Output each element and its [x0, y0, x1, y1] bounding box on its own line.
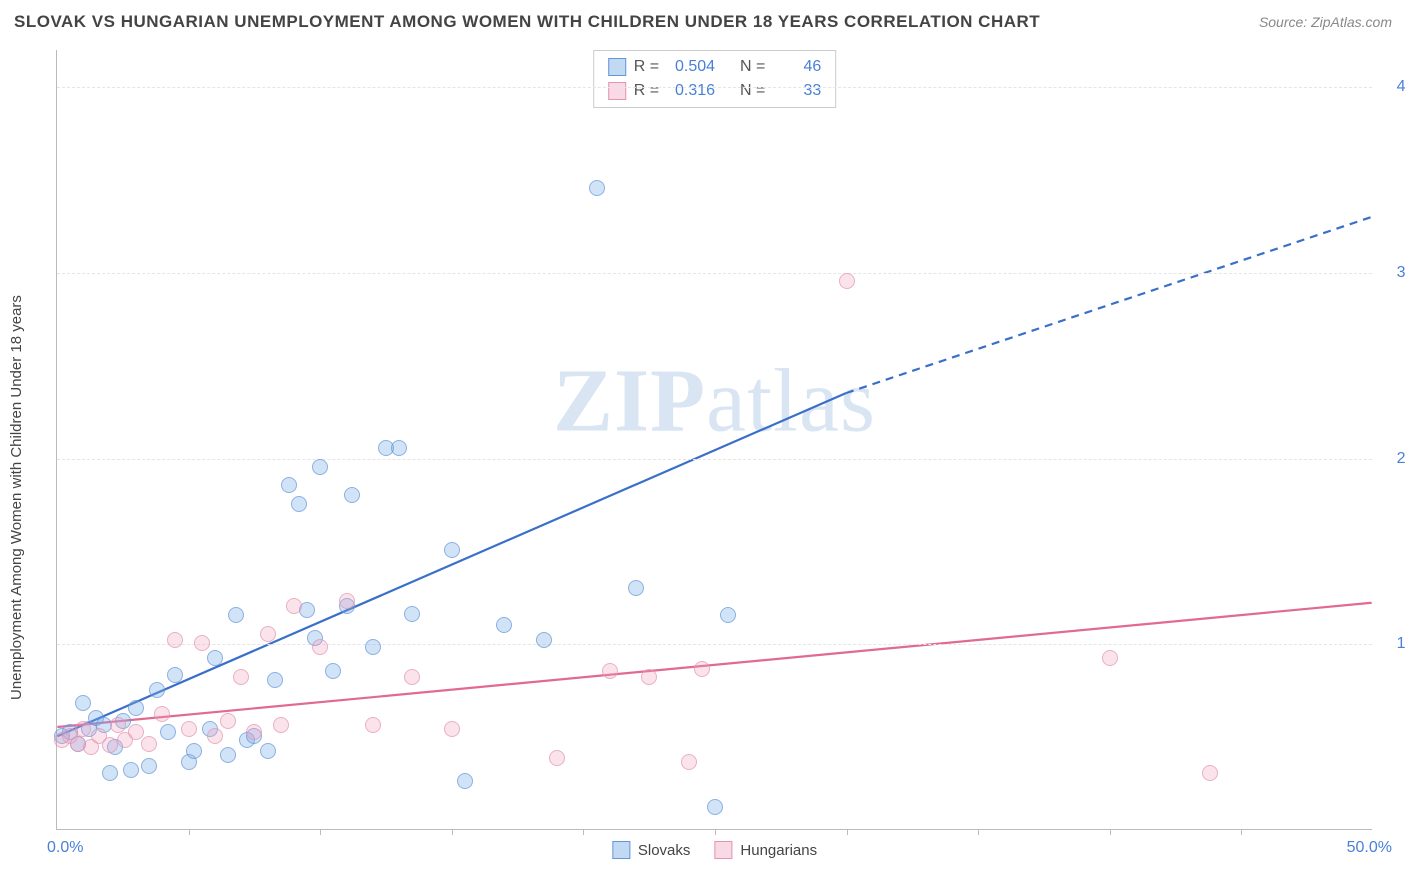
data-point: [496, 617, 512, 633]
data-point: [167, 667, 183, 683]
data-point: [391, 440, 407, 456]
data-point: [365, 639, 381, 655]
data-point: [194, 635, 210, 651]
data-point: [186, 743, 202, 759]
data-point: [641, 669, 657, 685]
gridline: [57, 459, 1372, 460]
trend-lines: [57, 50, 1372, 829]
data-point: [220, 747, 236, 763]
data-point: [312, 459, 328, 475]
data-point: [160, 724, 176, 740]
data-point: [167, 632, 183, 648]
data-point: [404, 606, 420, 622]
gridline: [57, 87, 1372, 88]
data-point: [325, 663, 341, 679]
data-point: [707, 799, 723, 815]
xtick: [583, 829, 584, 835]
data-point: [720, 607, 736, 623]
data-point: [444, 721, 460, 737]
data-point: [602, 663, 618, 679]
data-point: [75, 695, 91, 711]
data-point: [246, 724, 262, 740]
plot-area: ZIPatlas R = 0.504 N = 46 R = 0.316 N = …: [56, 50, 1372, 830]
data-point: [267, 672, 283, 688]
data-point: [75, 721, 91, 737]
xtick: [1110, 829, 1111, 835]
data-point: [536, 632, 552, 648]
data-point: [260, 626, 276, 642]
xtick: [715, 829, 716, 835]
data-point: [141, 736, 157, 752]
data-point: [286, 598, 302, 614]
data-point: [589, 180, 605, 196]
data-point: [207, 650, 223, 666]
gridline: [57, 644, 1372, 645]
gridline: [57, 273, 1372, 274]
source-label: Source: ZipAtlas.com: [1259, 14, 1392, 30]
data-point: [344, 487, 360, 503]
data-point: [457, 773, 473, 789]
xtick: [320, 829, 321, 835]
series-legend: Slovaks Hungarians: [612, 841, 817, 859]
xtick: [978, 829, 979, 835]
data-point: [1202, 765, 1218, 781]
data-point: [444, 542, 460, 558]
legend-label: Hungarians: [740, 842, 817, 859]
data-point: [260, 743, 276, 759]
data-point: [141, 758, 157, 774]
data-point: [628, 580, 644, 596]
data-point: [404, 669, 420, 685]
data-point: [1102, 650, 1118, 666]
data-point: [312, 639, 328, 655]
chart-title: SLOVAK VS HUNGARIAN UNEMPLOYMENT AMONG W…: [14, 12, 1040, 32]
data-point: [149, 682, 165, 698]
xtick: [1241, 829, 1242, 835]
xtick: [847, 829, 848, 835]
ytick-label: 10.0%: [1382, 635, 1406, 653]
ytick-label: 30.0%: [1382, 264, 1406, 282]
data-point: [281, 477, 297, 493]
data-point: [839, 273, 855, 289]
data-point: [102, 737, 118, 753]
data-point: [291, 496, 307, 512]
ytick-label: 40.0%: [1382, 78, 1406, 96]
data-point: [110, 717, 126, 733]
data-point: [694, 661, 710, 677]
data-point: [365, 717, 381, 733]
data-point: [339, 593, 355, 609]
swatch-blue-icon: [612, 841, 630, 859]
data-point: [102, 765, 118, 781]
xtick: [452, 829, 453, 835]
data-point: [207, 728, 223, 744]
legend-label: Slovaks: [638, 842, 691, 859]
x-max-label: 50.0%: [1347, 839, 1392, 857]
x-min-label: 0.0%: [47, 839, 83, 857]
swatch-pink-icon: [714, 841, 732, 859]
legend-item-slovaks: Slovaks: [612, 841, 691, 859]
data-point: [123, 762, 139, 778]
data-point: [681, 754, 697, 770]
y-axis-label: Unemployment Among Women with Children U…: [8, 295, 25, 700]
data-point: [233, 669, 249, 685]
legend-item-hungarians: Hungarians: [714, 841, 817, 859]
data-point: [549, 750, 565, 766]
data-point: [273, 717, 289, 733]
data-point: [220, 713, 236, 729]
data-point: [128, 700, 144, 716]
data-point: [228, 607, 244, 623]
data-point: [154, 706, 170, 722]
data-point: [181, 721, 197, 737]
xtick: [189, 829, 190, 835]
ytick-label: 20.0%: [1382, 450, 1406, 468]
